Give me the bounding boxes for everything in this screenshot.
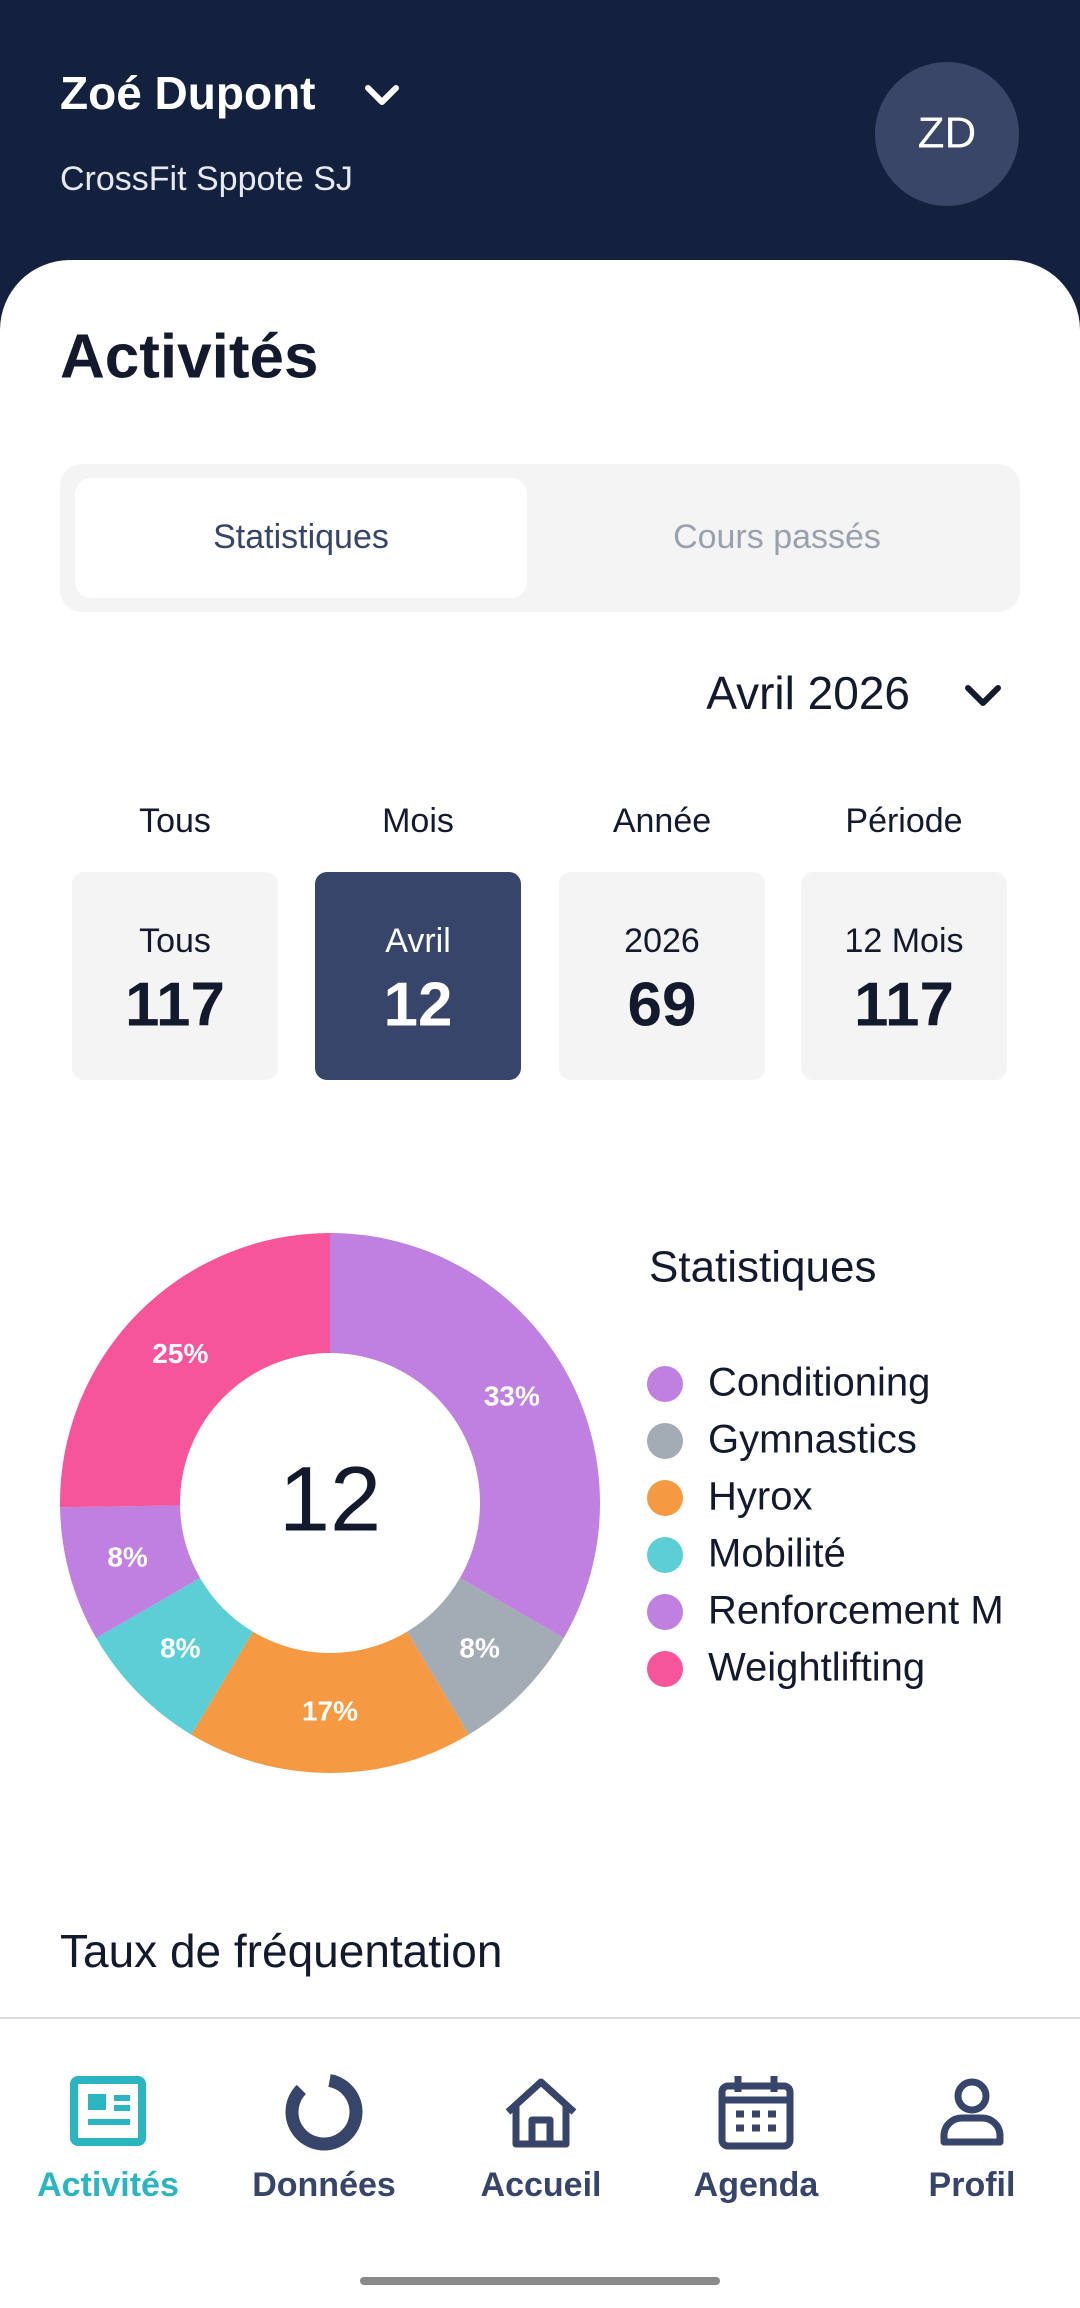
card-label: 2026	[624, 922, 700, 960]
stat-card[interactable]	[801, 872, 1007, 1080]
month-chevron[interactable]	[965, 685, 1001, 706]
content-panel	[0, 260, 1080, 2308]
legend-marker	[647, 1480, 683, 1516]
legend-label: Renforcement M	[708, 1589, 1004, 1633]
tab[interactable]: Statistiques	[213, 518, 389, 556]
stat-card[interactable]	[72, 872, 278, 1080]
slice-label: 17%	[302, 1695, 358, 1726]
nav-icon-part	[88, 2095, 130, 2125]
nav-icon[interactable]	[285, 2073, 363, 2151]
avatar-initials: ZD	[918, 109, 977, 158]
section-title: Taux de fréquentation	[60, 1925, 502, 1977]
card-label: Avril	[385, 922, 451, 960]
card-heading: Mois	[382, 802, 454, 840]
account-chevron[interactable]	[365, 85, 399, 105]
donut-slice	[59, 1233, 330, 1508]
nav-icon-part	[722, 2076, 790, 2104]
slice-label: 8%	[459, 1633, 500, 1664]
month-selector[interactable]: Avril 2026	[706, 667, 910, 719]
legend-marker	[647, 1366, 683, 1402]
card-heading: Période	[845, 802, 962, 840]
legend-marker	[647, 1594, 683, 1630]
card-label: Tous	[139, 922, 211, 960]
home-indicator	[360, 2277, 720, 2285]
nav-label[interactable]: Accueil	[481, 2166, 602, 2204]
donut-slice	[191, 1631, 469, 1773]
slice-label: 8%	[160, 1633, 201, 1664]
nav-icon[interactable]	[718, 2082, 794, 2150]
card-value: 117	[125, 970, 225, 1039]
legend-label: Weightlifting	[708, 1646, 925, 1690]
legend-marker	[647, 1423, 683, 1459]
donut-slice	[330, 1233, 600, 1638]
card-heading: Tous	[139, 802, 211, 840]
card-value: 12	[384, 970, 453, 1039]
donut-slice	[60, 1505, 201, 1638]
nav-icon-part	[736, 2110, 776, 2132]
user-name[interactable]: Zoé Dupont	[60, 67, 316, 119]
nav-label[interactable]: Données	[252, 2166, 396, 2204]
nav-icon[interactable]	[954, 2078, 990, 2114]
card-heading: Année	[613, 802, 711, 840]
card-value: 117	[854, 970, 954, 1039]
nav-icon-part	[940, 2114, 1004, 2146]
nav-icon[interactable]	[505, 2078, 577, 2148]
stat-card[interactable]	[315, 872, 521, 1080]
slice-label: 25%	[152, 1338, 208, 1369]
donut-chart: 33% 8% 17% 8% 8% 25% 12 Statistiques Conditionin…	[59, 1233, 1004, 1773]
gym-name: CrossFit Sppote SJ	[60, 160, 353, 198]
legend-label: Gymnastics	[708, 1418, 917, 1462]
tab[interactable]: Cours passés	[673, 518, 881, 556]
slice-label: 8%	[107, 1541, 148, 1572]
stat-cards: Tous Tous 117 Mois Avril 12 Année 2026 69 Période…	[72, 802, 1007, 1080]
legend-title: Statistiques	[649, 1243, 876, 1292]
donut-center-label: 12	[279, 1448, 381, 1550]
donut-slice	[96, 1578, 253, 1735]
legend-marker	[647, 1651, 683, 1687]
donut-slice	[407, 1578, 564, 1735]
tab-selected-bg	[75, 478, 527, 598]
nav-label[interactable]: Activités	[37, 2166, 179, 2204]
nav-icons	[70, 2073, 1004, 2151]
page-title: Activités	[60, 322, 318, 391]
legend-label: Mobilité	[708, 1532, 846, 1576]
card-value: 69	[628, 970, 697, 1039]
nav-icon[interactable]	[70, 2076, 146, 2146]
avatar[interactable]	[875, 62, 1019, 206]
nav-label[interactable]: Profil	[929, 2166, 1016, 2204]
card-label: 12 Mois	[844, 922, 963, 960]
nav-label[interactable]: Agenda	[694, 2166, 820, 2204]
legend-label: Hyrox	[708, 1475, 812, 1519]
nav-icon-part	[88, 2094, 106, 2110]
legend-label: Conditioning	[708, 1361, 930, 1405]
legend-marker	[647, 1537, 683, 1573]
stat-card[interactable]	[559, 872, 765, 1080]
slice-label: 33%	[484, 1380, 540, 1411]
